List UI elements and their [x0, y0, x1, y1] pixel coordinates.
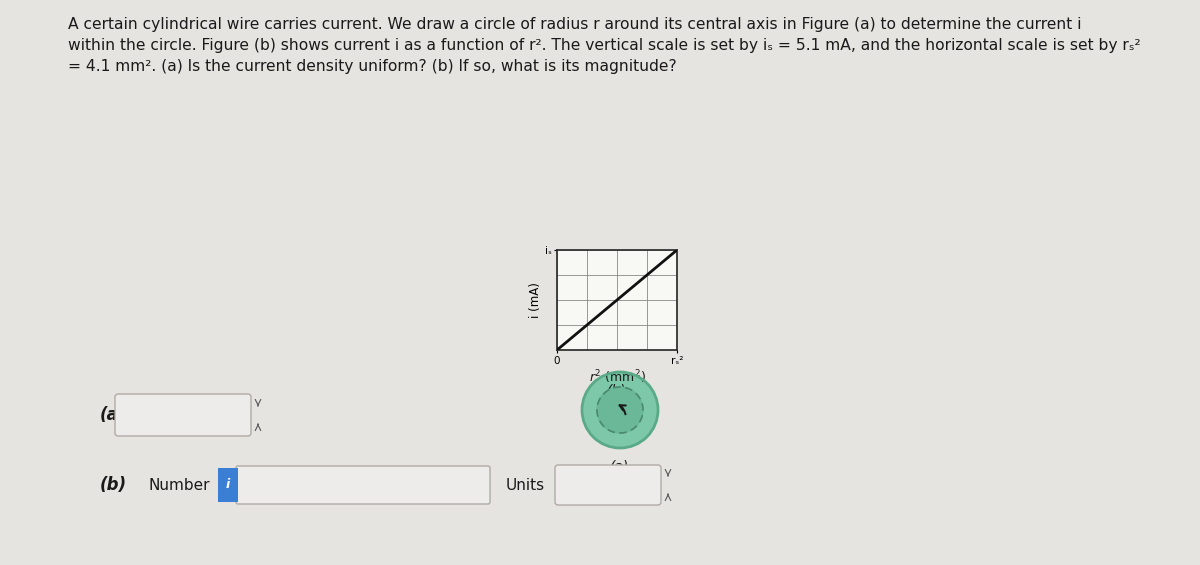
FancyBboxPatch shape: [218, 468, 238, 502]
Text: = 4.1 mm². (a) Is the current density uniform? (b) If so, what is its magnitude?: = 4.1 mm². (a) Is the current density un…: [68, 59, 677, 74]
FancyBboxPatch shape: [236, 466, 490, 504]
Text: $r^2\ \mathrm{(mm^2)}$: $r^2\ \mathrm{(mm^2)}$: [588, 368, 646, 385]
FancyBboxPatch shape: [554, 465, 661, 505]
Circle shape: [598, 387, 643, 433]
Text: Number: Number: [148, 477, 210, 493]
Text: (b): (b): [607, 384, 626, 398]
Y-axis label: i (mA): i (mA): [529, 282, 541, 318]
Text: A certain cylindrical wire carries current. We draw a circle of radius r around : A certain cylindrical wire carries curre…: [68, 17, 1081, 32]
Text: Units: Units: [506, 477, 545, 493]
Text: (b): (b): [100, 476, 127, 494]
FancyBboxPatch shape: [115, 394, 251, 436]
Circle shape: [582, 372, 658, 448]
Text: i: i: [226, 479, 230, 492]
Text: (a): (a): [611, 460, 630, 474]
Text: (a): (a): [100, 406, 126, 424]
Text: within the circle. Figure (b) shows current i as a function of r². The vertical : within the circle. Figure (b) shows curr…: [68, 38, 1141, 53]
